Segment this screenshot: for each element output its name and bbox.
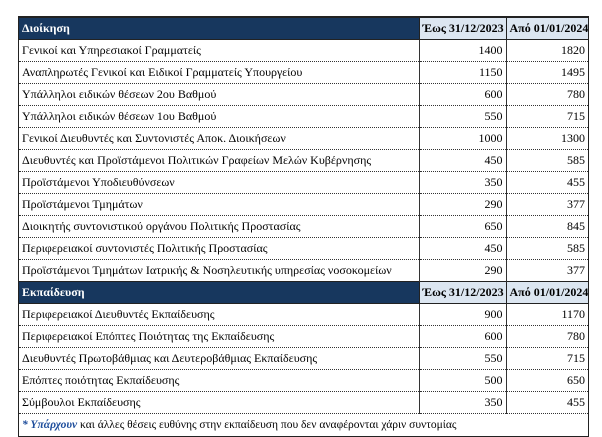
- value-cell: 290: [418, 193, 506, 216]
- label-cell: Προϊστάμενοι Τμημάτων: [19, 193, 419, 216]
- table: Διοίκηση Έως 31/12/2023 Από 01/01/2024 Γενι…: [19, 17, 588, 414]
- table-row: Γενικοί Διευθυντές και Συντονιστές Αποκ.…: [19, 127, 588, 150]
- value-cell: 715: [505, 105, 588, 128]
- table-row: Γενικοί και Υπηρεσιακοί Γραμματείς 1400 18…: [19, 39, 588, 62]
- table-row: Υπάλληλοι ειδικών θέσεων 1ου Βαθμού 550 71…: [19, 105, 588, 128]
- value-cell: 290: [418, 259, 506, 282]
- label-cell: Γενικοί Διευθυντές και Συντονιστές Αποκ.…: [19, 127, 419, 150]
- footnote: * Υπάρχουν και άλλες θέσεις ευθύνης στην…: [19, 414, 588, 436]
- table-row: Υπάλληλοι ειδικών θέσεων 2ου Βαθμού 600 78…: [19, 83, 588, 106]
- table-row: Προϊστάμενοι Τμημάτων Ιατρικής & Νοσηλευ…: [19, 259, 588, 282]
- value-cell: 650: [418, 215, 506, 238]
- value-cell: 845: [505, 215, 588, 238]
- label-cell: Υπάλληλοι ειδικών θέσεων 1ου Βαθμού: [19, 105, 419, 128]
- column-header: Από 01/01/2024: [505, 17, 588, 40]
- table-row: Προϊστάμενοι Υποδιευθύνσεων 350 455: [19, 171, 588, 194]
- value-cell: 350: [418, 171, 506, 194]
- value-cell: 600: [418, 83, 506, 106]
- table-row: Περιφερειακοί Επόπτες Ποιότητας της Εκπα…: [19, 325, 588, 348]
- value-cell: 1170: [505, 303, 588, 326]
- value-cell: 377: [505, 193, 588, 216]
- label-cell: Αναπληρωτές Γενικοί και Ειδικοί Γραμματε…: [19, 61, 419, 84]
- label-cell: Διευθυντές Πρωτοβάθμιας και Δευτεροβάθμι…: [19, 347, 419, 370]
- label-cell: Προϊστάμενοι Υποδιευθύνσεων: [19, 171, 419, 194]
- table-row: Περιφερειακοί Διευθυντές Εκπαίδευσης 900 1…: [19, 303, 588, 326]
- value-cell: 715: [505, 347, 588, 370]
- section-header: Εκπαίδευση Έως 31/12/2023 Από 01/01/2024: [19, 281, 588, 304]
- label-cell: Διευθυντές και Προϊστάμενοι Πολιτικών Γρ…: [19, 149, 419, 172]
- page: Διοίκηση Έως 31/12/2023 Από 01/01/2024 Γενι…: [18, 16, 589, 437]
- value-cell: 1000: [418, 127, 506, 150]
- table-row: Αναπληρωτές Γενικοί και Ειδικοί Γραμματε…: [19, 61, 588, 84]
- value-cell: 350: [418, 391, 506, 414]
- table-body: Διοίκηση Έως 31/12/2023 Από 01/01/2024 Γενι…: [19, 17, 588, 414]
- table-row: Προϊστάμενοι Τμημάτων 290 377: [19, 193, 588, 216]
- table-row: Διευθυντές Πρωτοβάθμιας και Δευτεροβάθμι…: [19, 347, 588, 370]
- value-cell: 600: [418, 325, 506, 348]
- value-cell: 455: [505, 391, 588, 414]
- value-cell: 1150: [418, 61, 506, 84]
- value-cell: 450: [418, 149, 506, 172]
- column-header: Έως 31/12/2023: [418, 281, 506, 304]
- column-header: Από 01/01/2024: [505, 281, 588, 304]
- value-cell: 1820: [505, 39, 588, 62]
- footnote-text: και άλλες θέσεις ευθύνης στην εκπαίδευση…: [80, 419, 457, 431]
- section-header: Διοίκηση Έως 31/12/2023 Από 01/01/2024: [19, 17, 588, 40]
- label-cell: Επόπτες ποιότητας Εκπαίδευσης: [19, 369, 419, 392]
- value-cell: 900: [418, 303, 506, 326]
- value-cell: 780: [505, 325, 588, 348]
- label-cell: Γενικοί και Υπηρεσιακοί Γραμματείς: [19, 39, 419, 62]
- value-cell: 650: [505, 369, 588, 392]
- column-header: Έως 31/12/2023: [418, 17, 506, 40]
- section-title: Εκπαίδευση: [19, 281, 419, 304]
- label-cell: Περιφερειακοί Διευθυντές Εκπαίδευσης: [19, 303, 419, 326]
- label-cell: Προϊστάμενοι Τμημάτων Ιατρικής & Νοσηλευ…: [19, 259, 419, 282]
- table-row: Περιφερειακοί συντονιστές Πολιτικής Προσ…: [19, 237, 588, 260]
- value-cell: 1300: [505, 127, 588, 150]
- value-cell: 550: [418, 347, 506, 370]
- label-cell: Περιφερειακοί Επόπτες Ποιότητας της Εκπα…: [19, 325, 419, 348]
- table-row: Διευθυντές και Προϊστάμενοι Πολιτικών Γρ…: [19, 149, 588, 172]
- table-row: Επόπτες ποιότητας Εκπαίδευσης 500 650: [19, 369, 588, 392]
- value-cell: 455: [505, 171, 588, 194]
- table-row: Σύμβουλοι Εκπαίδευσης 350 455: [19, 391, 588, 414]
- table-row: Διοικητής συντονιστικού οργάνου Πολιτική…: [19, 215, 588, 238]
- value-cell: 1400: [418, 39, 506, 62]
- value-cell: 550: [418, 105, 506, 128]
- value-cell: 780: [505, 83, 588, 106]
- label-cell: Υπάλληλοι ειδικών θέσεων 2ου Βαθμού: [19, 83, 419, 106]
- label-cell: Περιφερειακοί συντονιστές Πολιτικής Προσ…: [19, 237, 419, 260]
- value-cell: 1495: [505, 61, 588, 84]
- table-container: Διοίκηση Έως 31/12/2023 Από 01/01/2024 Γενι…: [18, 16, 589, 437]
- value-cell: 500: [418, 369, 506, 392]
- section-title: Διοίκηση: [19, 17, 419, 40]
- label-cell: Σύμβουλοι Εκπαίδευσης: [19, 391, 419, 414]
- value-cell: 585: [505, 237, 588, 260]
- footnote-marker: * Υπάρχουν: [22, 419, 78, 431]
- value-cell: 585: [505, 149, 588, 172]
- label-cell: Διοικητής συντονιστικού οργάνου Πολιτική…: [19, 215, 419, 238]
- value-cell: 450: [418, 237, 506, 260]
- value-cell: 377: [505, 259, 588, 282]
